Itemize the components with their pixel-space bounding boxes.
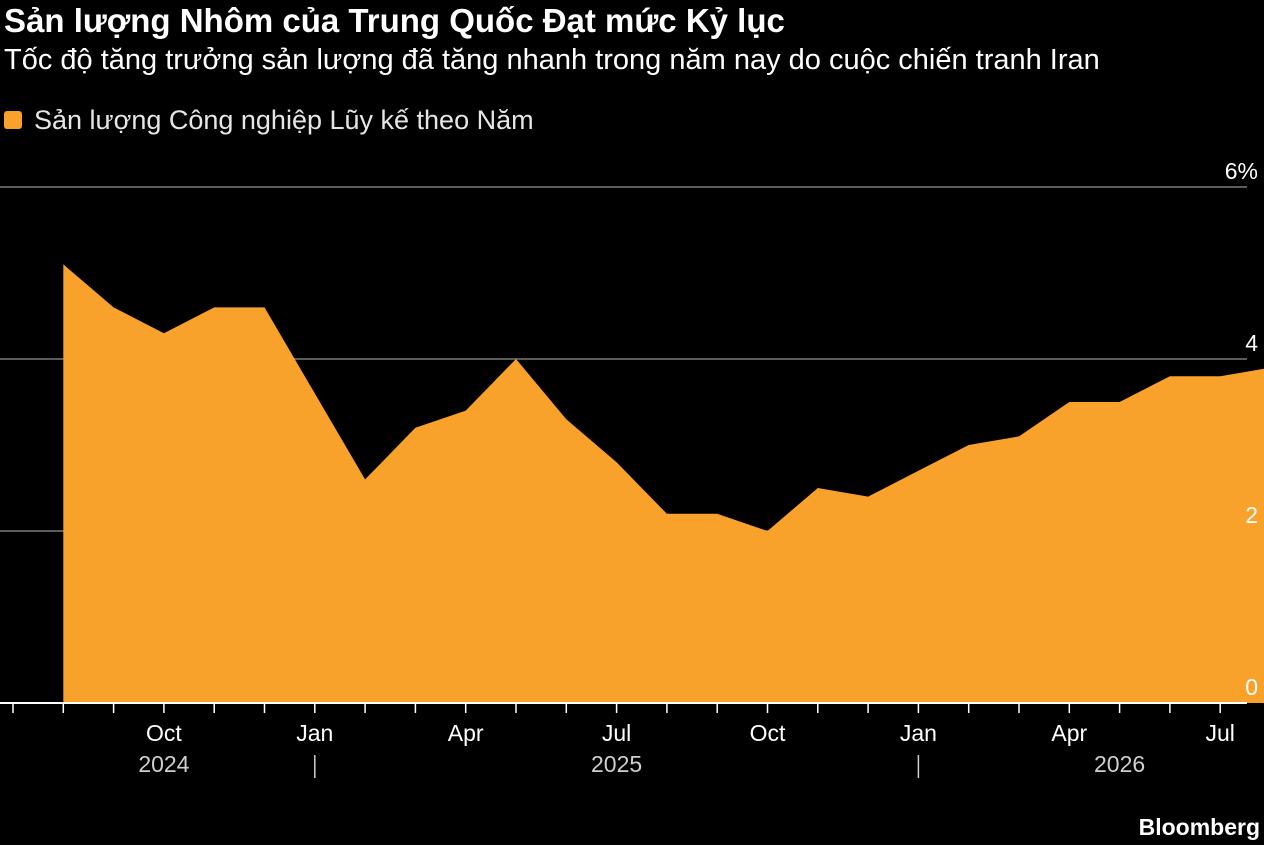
area-series [63,264,1264,703]
x-tick-label: Oct [146,720,182,746]
y-tick-label: 2 [1245,502,1258,528]
y-tick-label: 6% [1225,158,1258,184]
legend-label: Sản lượng Công nghiệp Lũy kế theo Năm [34,104,534,135]
legend-swatch [4,111,22,129]
y-tick-label: 4 [1245,330,1258,356]
x-tick-label: Oct [750,720,786,746]
y-axis: 0 2 4 6% [1225,158,1258,700]
year-label: 2025 [591,751,642,777]
chart-subtitle: Tốc độ tăng trưởng sản lượng đã tăng nha… [4,44,1100,76]
x-axis [0,702,1247,713]
x-tick-label: Jan [900,720,937,746]
x-tick-label: Apr [1051,720,1087,746]
x-axis-labels: Oct Jan Apr Jul Oct Jan Apr Jul 2024 2025 2026 [138,720,1235,778]
x-tick-label: Apr [448,720,484,746]
year-label: 2024 [138,751,189,777]
source-label: Bloomberg [1138,814,1260,840]
chart-title: Sản lượng Nhôm của Trung Quốc Đạt mức Kỷ… [4,2,785,39]
y-tick-label: 0 [1245,674,1258,700]
x-tick-label: Jan [296,720,333,746]
legend: Sản lượng Công nghiệp Lũy kế theo Năm [4,104,534,136]
year-label: 2026 [1094,751,1145,777]
x-tick-label: Jul [1205,720,1234,746]
x-tick-label: Jul [602,720,631,746]
series-area [63,264,1264,703]
